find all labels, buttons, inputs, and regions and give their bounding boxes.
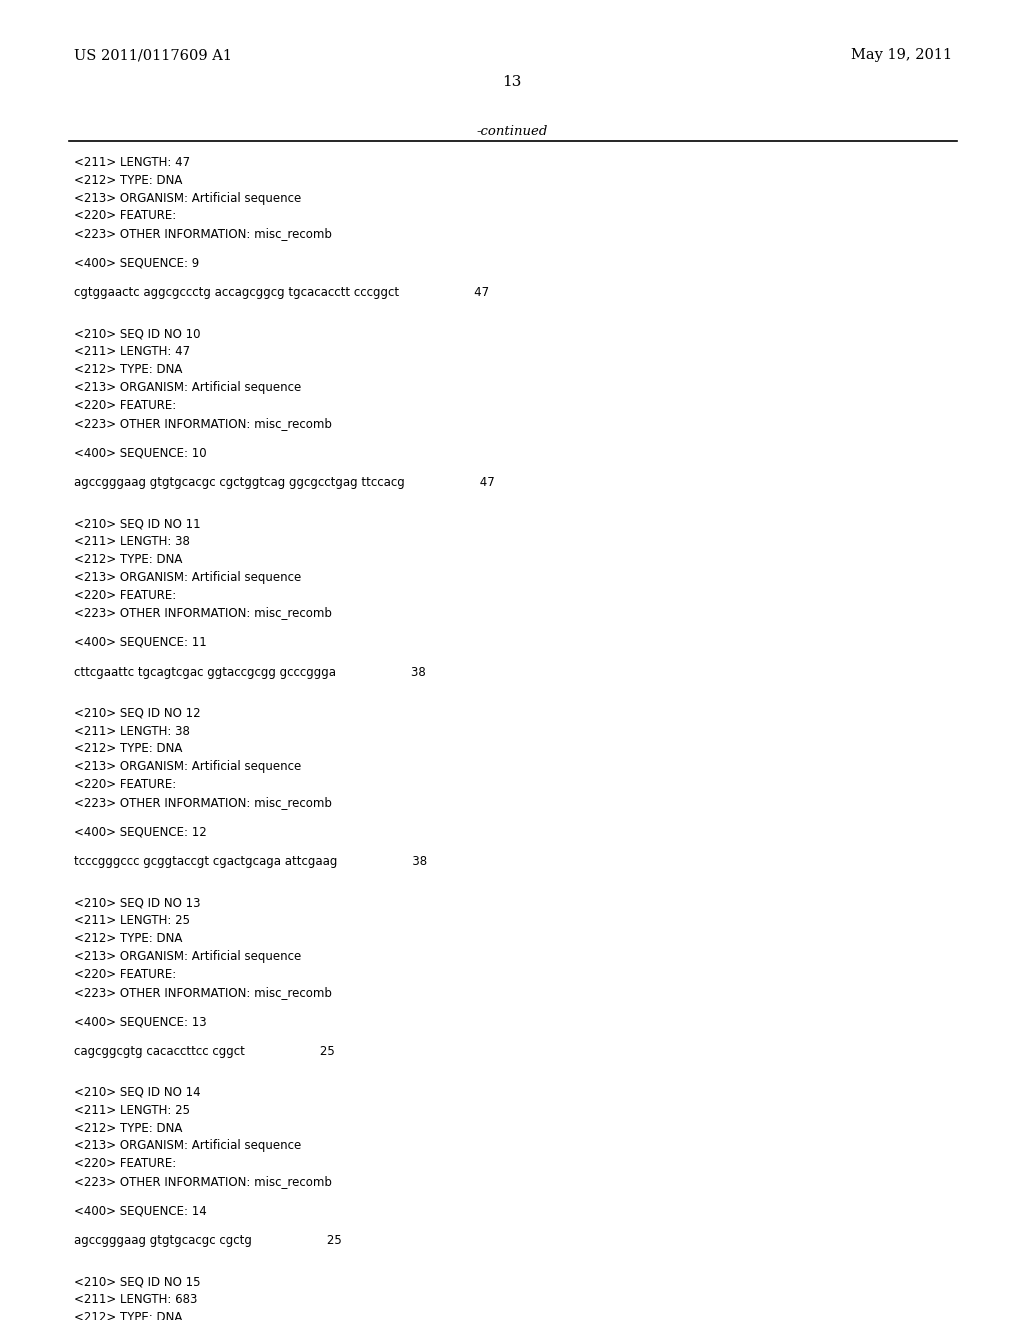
Text: <220> FEATURE:: <220> FEATURE:: [74, 399, 176, 412]
Text: cttcgaattc tgcagtcgac ggtaccgcgg gcccggga                    38: cttcgaattc tgcagtcgac ggtaccgcgg gcccggg…: [74, 665, 426, 678]
Text: <210> SEQ ID NO 15: <210> SEQ ID NO 15: [74, 1275, 201, 1288]
Text: <212> TYPE: DNA: <212> TYPE: DNA: [74, 553, 182, 566]
Text: <220> FEATURE:: <220> FEATURE:: [74, 1158, 176, 1171]
Text: <400> SEQUENCE: 9: <400> SEQUENCE: 9: [74, 257, 199, 269]
Text: <211> LENGTH: 38: <211> LENGTH: 38: [74, 535, 189, 548]
Text: <211> LENGTH: 47: <211> LENGTH: 47: [74, 156, 189, 169]
Text: <210> SEQ ID NO 14: <210> SEQ ID NO 14: [74, 1086, 201, 1098]
Text: <211> LENGTH: 25: <211> LENGTH: 25: [74, 915, 189, 927]
Text: <400> SEQUENCE: 13: <400> SEQUENCE: 13: [74, 1015, 207, 1028]
Text: <223> OTHER INFORMATION: misc_recomb: <223> OTHER INFORMATION: misc_recomb: [74, 986, 332, 999]
Text: <213> ORGANISM: Artificial sequence: <213> ORGANISM: Artificial sequence: [74, 760, 301, 774]
Text: <223> OTHER INFORMATION: misc_recomb: <223> OTHER INFORMATION: misc_recomb: [74, 1175, 332, 1188]
Text: -continued: -continued: [476, 125, 548, 139]
Text: agccgggaag gtgtgcacgc cgctggtcag ggcgcctgag ttccacg                    47: agccgggaag gtgtgcacgc cgctggtcag ggcgcct…: [74, 477, 495, 488]
Text: <223> OTHER INFORMATION: misc_recomb: <223> OTHER INFORMATION: misc_recomb: [74, 227, 332, 240]
Text: <211> LENGTH: 47: <211> LENGTH: 47: [74, 346, 189, 358]
Text: <400> SEQUENCE: 12: <400> SEQUENCE: 12: [74, 825, 207, 838]
Text: cgtggaactc aggcgccctg accagcggcg tgcacacctt cccggct                    47: cgtggaactc aggcgccctg accagcggcg tgcacac…: [74, 286, 488, 300]
Text: <220> FEATURE:: <220> FEATURE:: [74, 210, 176, 222]
Text: <211> LENGTH: 25: <211> LENGTH: 25: [74, 1104, 189, 1117]
Text: <212> TYPE: DNA: <212> TYPE: DNA: [74, 932, 182, 945]
Text: <400> SEQUENCE: 11: <400> SEQUENCE: 11: [74, 636, 207, 649]
Text: May 19, 2011: May 19, 2011: [851, 49, 952, 62]
Text: <211> LENGTH: 38: <211> LENGTH: 38: [74, 725, 189, 738]
Text: <213> ORGANISM: Artificial sequence: <213> ORGANISM: Artificial sequence: [74, 1139, 301, 1152]
Text: <210> SEQ ID NO 12: <210> SEQ ID NO 12: [74, 706, 201, 719]
Text: <213> ORGANISM: Artificial sequence: <213> ORGANISM: Artificial sequence: [74, 570, 301, 583]
Text: cagcggcgtg cacaccttcc cggct                    25: cagcggcgtg cacaccttcc cggct 25: [74, 1044, 335, 1057]
Text: <212> TYPE: DNA: <212> TYPE: DNA: [74, 1122, 182, 1135]
Text: <223> OTHER INFORMATION: misc_recomb: <223> OTHER INFORMATION: misc_recomb: [74, 606, 332, 619]
Text: <212> TYPE: DNA: <212> TYPE: DNA: [74, 1311, 182, 1320]
Text: <213> ORGANISM: Artificial sequence: <213> ORGANISM: Artificial sequence: [74, 950, 301, 962]
Text: <212> TYPE: DNA: <212> TYPE: DNA: [74, 174, 182, 186]
Text: US 2011/0117609 A1: US 2011/0117609 A1: [74, 49, 231, 62]
Text: <220> FEATURE:: <220> FEATURE:: [74, 779, 176, 791]
Text: <213> ORGANISM: Artificial sequence: <213> ORGANISM: Artificial sequence: [74, 191, 301, 205]
Text: <223> OTHER INFORMATION: misc_recomb: <223> OTHER INFORMATION: misc_recomb: [74, 417, 332, 430]
Text: <400> SEQUENCE: 10: <400> SEQUENCE: 10: [74, 446, 207, 459]
Text: <220> FEATURE:: <220> FEATURE:: [74, 589, 176, 602]
Text: <210> SEQ ID NO 11: <210> SEQ ID NO 11: [74, 517, 201, 531]
Text: <212> TYPE: DNA: <212> TYPE: DNA: [74, 363, 182, 376]
Text: <212> TYPE: DNA: <212> TYPE: DNA: [74, 742, 182, 755]
Text: tcccgggccc gcggtaccgt cgactgcaga attcgaag                    38: tcccgggccc gcggtaccgt cgactgcaga attcgaa…: [74, 855, 427, 869]
Text: agccgggaag gtgtgcacgc cgctg                    25: agccgggaag gtgtgcacgc cgctg 25: [74, 1234, 341, 1247]
Text: <211> LENGTH: 683: <211> LENGTH: 683: [74, 1294, 197, 1307]
Text: <210> SEQ ID NO 13: <210> SEQ ID NO 13: [74, 896, 201, 909]
Text: <210> SEQ ID NO 10: <210> SEQ ID NO 10: [74, 327, 201, 341]
Text: 13: 13: [503, 74, 521, 88]
Text: <213> ORGANISM: Artificial sequence: <213> ORGANISM: Artificial sequence: [74, 381, 301, 395]
Text: <220> FEATURE:: <220> FEATURE:: [74, 968, 176, 981]
Text: <400> SEQUENCE: 14: <400> SEQUENCE: 14: [74, 1205, 207, 1218]
Text: <223> OTHER INFORMATION: misc_recomb: <223> OTHER INFORMATION: misc_recomb: [74, 796, 332, 809]
